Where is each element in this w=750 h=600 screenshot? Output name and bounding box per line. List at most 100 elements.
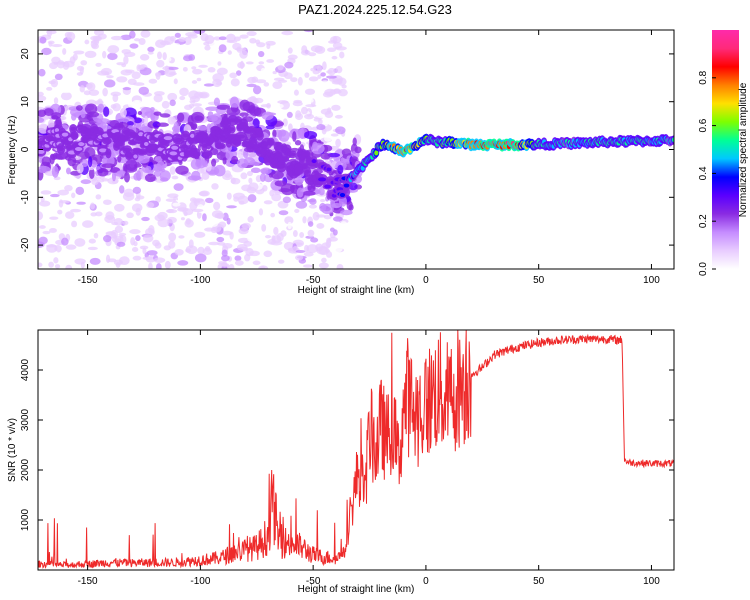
colorbar-ticks: 0.0 0.2 0.4 0.6 0.8 xyxy=(698,70,716,276)
heatmap-cell xyxy=(295,179,303,186)
x-tick-label: 50 xyxy=(533,576,545,587)
heatmap-cell xyxy=(144,173,156,183)
y-tick-label: 0 xyxy=(20,146,31,152)
heatmap-cell xyxy=(39,36,47,44)
heatmap-cell xyxy=(38,236,48,245)
heatmap-cell xyxy=(133,154,138,159)
heatmap-cell xyxy=(316,214,327,218)
heatmap-cell xyxy=(51,43,63,48)
heatmap-cell xyxy=(233,196,239,202)
heatmap-cell xyxy=(175,165,189,175)
heatmap-cell xyxy=(235,70,242,76)
heatmap-cell xyxy=(75,105,83,111)
heatmap-cell xyxy=(257,50,265,58)
heatmap-cell xyxy=(80,111,86,119)
heatmap-cell xyxy=(50,78,59,88)
heatmap-cell xyxy=(105,254,111,263)
heatmap-cell xyxy=(272,71,277,75)
heatmap-cell xyxy=(88,89,100,96)
heatmap-cell xyxy=(275,103,284,109)
heatmap-cell xyxy=(226,205,237,209)
heatmap-cell xyxy=(89,257,101,265)
heatmap-cell xyxy=(188,239,194,249)
heatmap-cell xyxy=(325,239,332,248)
heatmap-cell xyxy=(90,160,98,168)
heatmap-cell xyxy=(71,192,76,199)
heatmap-cell xyxy=(97,103,105,113)
heatmap-cell xyxy=(116,62,126,66)
colorbar-gradient xyxy=(712,30,739,269)
x-tick-label: 0 xyxy=(423,576,429,587)
heatmap-cell xyxy=(237,61,246,69)
heatmap-cell xyxy=(234,47,247,51)
heatmap-cell xyxy=(327,67,336,76)
heatmap-cell xyxy=(161,100,170,109)
heatmap-cell xyxy=(320,72,326,77)
heatmap-cell xyxy=(222,242,233,249)
heatmap-cell xyxy=(138,150,147,155)
heatmap-cell xyxy=(123,188,135,198)
heatmap-cell xyxy=(156,263,162,269)
heatmap-cell xyxy=(131,71,141,80)
heatmap-cell xyxy=(320,152,331,160)
heatmap-cell xyxy=(299,232,305,238)
heatmap-cell xyxy=(70,126,76,131)
heatmap-cell xyxy=(304,244,309,253)
heatmap-cell xyxy=(84,50,97,59)
heatmap-cell xyxy=(263,82,270,87)
heatmap-cell xyxy=(113,218,123,226)
heatmap-cell xyxy=(205,197,214,204)
heatmap-cell xyxy=(249,106,262,117)
heatmap-cell xyxy=(143,115,149,127)
heatmap-cell xyxy=(256,42,266,48)
heatmap-cell xyxy=(289,152,296,157)
heatmap-cell xyxy=(289,184,296,191)
heatmap-cell xyxy=(316,201,321,207)
heatmap-cell xyxy=(238,200,245,205)
heatmap-cell xyxy=(114,203,125,212)
heatmap-cell xyxy=(49,216,59,220)
heatmap-cell xyxy=(148,262,153,269)
heatmap-cell xyxy=(107,45,120,54)
heatmap-cell xyxy=(295,255,304,261)
heatmap-cell xyxy=(304,113,315,120)
heatmap-cell xyxy=(181,190,188,200)
heatmap-cell xyxy=(324,184,332,189)
heatmap-cell xyxy=(95,62,102,67)
heatmap-cell xyxy=(257,133,263,138)
heatmap-cell xyxy=(157,122,169,127)
heatmap-cell xyxy=(85,83,93,89)
heatmap-cell xyxy=(137,64,145,70)
heatmap-cell xyxy=(330,133,339,137)
heatmap-cell xyxy=(184,104,193,111)
heatmap-cell xyxy=(147,46,155,53)
heatmap-cell xyxy=(282,196,292,204)
figure-title: PAZ1.2024.225.12.54.G23 xyxy=(298,2,452,17)
heatmap-cell xyxy=(159,113,171,118)
heatmap-cell xyxy=(294,140,302,146)
heatmap-cell xyxy=(191,208,204,213)
heatmap-cell xyxy=(202,247,213,256)
heatmap-cell xyxy=(271,193,282,202)
x-tick-label: 50 xyxy=(533,275,545,286)
heatmap-cell xyxy=(76,65,85,71)
heatmap-cell xyxy=(311,159,317,164)
heatmap-cell xyxy=(302,152,310,157)
heatmap-cell xyxy=(154,156,163,163)
heatmap-cell xyxy=(302,264,313,268)
heatmap-cell xyxy=(119,185,125,194)
heatmap-cell xyxy=(66,31,76,41)
heatmap-cell xyxy=(335,65,343,74)
x-tick-label: 100 xyxy=(643,275,660,286)
heatmap-cell xyxy=(164,36,175,45)
heatmap-cell xyxy=(306,244,319,254)
heatmap-cell xyxy=(227,50,232,55)
heatmap-cell xyxy=(273,226,279,236)
heatmap-cell xyxy=(132,186,142,194)
heatmap-cell xyxy=(76,163,84,174)
heatmap-cell xyxy=(228,263,235,269)
heatmap-cell xyxy=(331,203,342,209)
heatmap-cell xyxy=(131,203,143,213)
heatmap-cell xyxy=(296,187,304,198)
